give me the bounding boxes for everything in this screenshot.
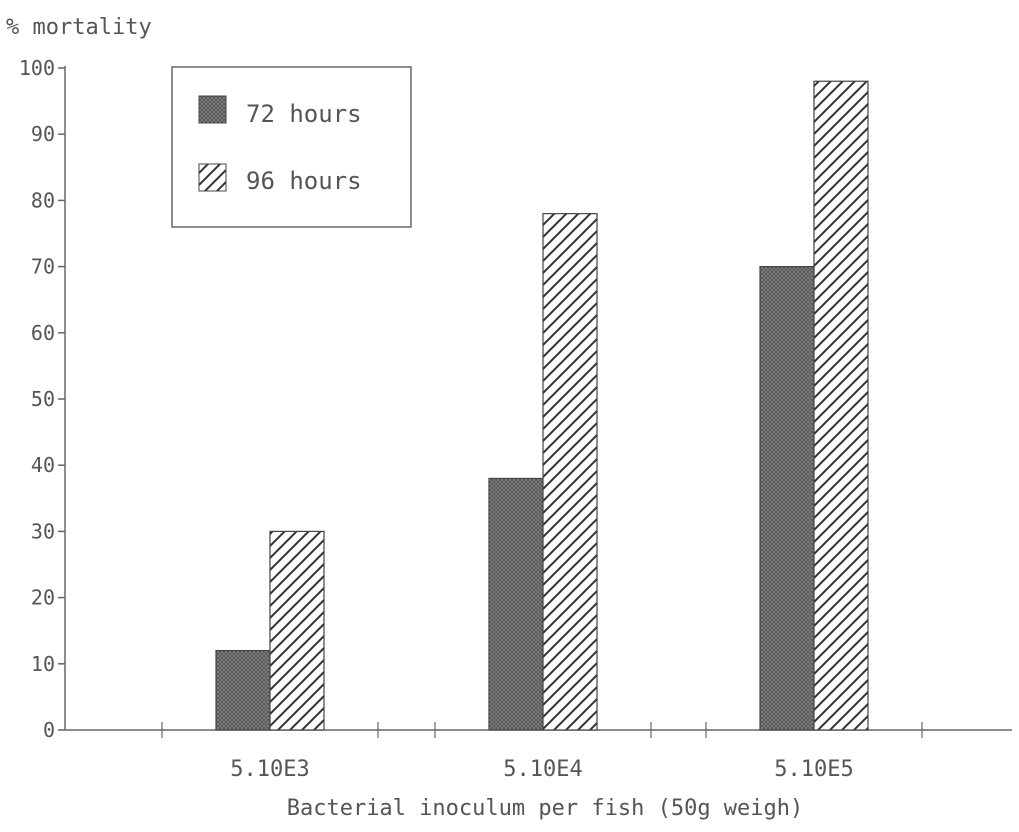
bar-96-hours-5.10E4 [542,213,598,731]
y-axis-label: % mortality [6,15,152,40]
y-tick-label-6: 60 [31,321,55,345]
y-tick-label-7: 70 [31,255,55,279]
y-tick-label-0: 0 [43,718,55,742]
bar-96-hours-5.10E3 [269,530,325,731]
bar-72-hours-5.10E5 [759,266,815,731]
y-tick-label-2: 20 [31,586,55,610]
y-tick-label-5: 50 [31,387,55,411]
y-tick-label-4: 40 [31,453,55,477]
y-tick-label-10: 100 [19,56,55,80]
bar-72-hours-5.10E4 [488,477,544,731]
bar-72-hours-5.10E3 [215,649,271,731]
bar-96-hours-5.10E5 [813,80,869,731]
x-tick-label-0: 5.10E3 [230,757,309,782]
y-tick-label-8: 80 [31,188,55,212]
legend-label-96-hours: 96 hours [246,167,362,195]
legend-swatch-72-hours [198,95,227,124]
legend-swatch-96-hours [198,163,227,192]
legend-box [171,66,412,228]
x-tick-label-1: 5.10E4 [503,757,582,782]
y-tick-label-3: 30 [31,519,55,543]
legend: 72 hours 96 hours [171,66,412,228]
legend-label-72-hours: 72 hours [246,100,362,128]
y-tick-label-9: 90 [31,122,55,146]
x-axis-label: Bacterial inoculum per fish (50g weigh) [287,796,804,821]
y-tick-label-1: 10 [31,652,55,676]
x-tick-label-2: 5.10E5 [774,757,853,782]
